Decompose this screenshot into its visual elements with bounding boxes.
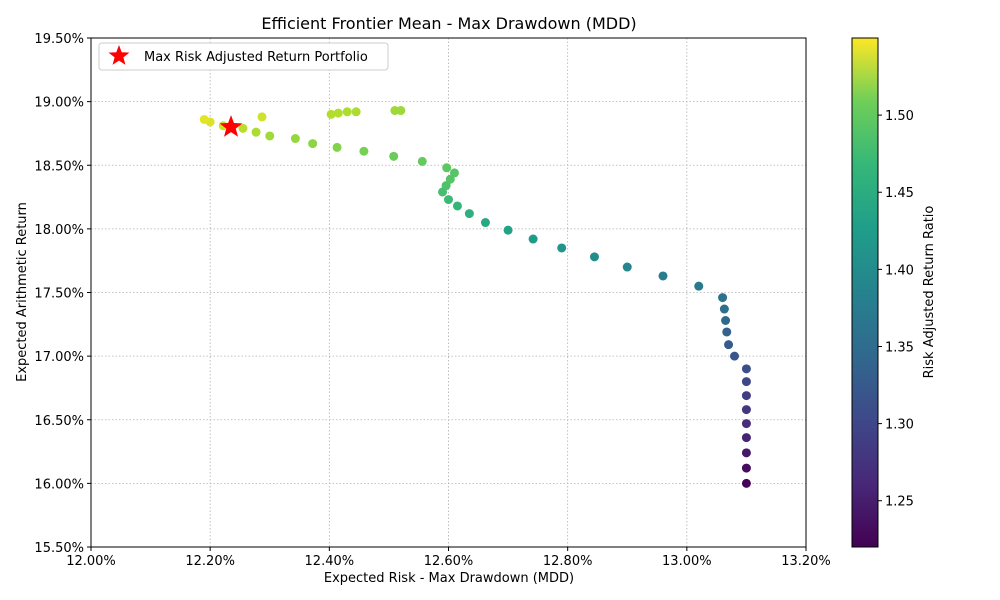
colorbar-ticks: 1.25 1.30 1.35 1.40 1.45 1.50 xyxy=(878,109,914,510)
scatter-point xyxy=(308,139,318,149)
scatter-point xyxy=(557,243,567,253)
colorbar-tick-label: 1.40 xyxy=(885,263,914,278)
scatter-point xyxy=(396,106,406,116)
scatter-point xyxy=(238,123,248,133)
y-tick-label: 16.50% xyxy=(34,414,84,429)
legend: Max Risk Adjusted Return Portfolio xyxy=(98,42,389,71)
x-axis-ticks: 12.00% 12.20% 12.40% 12.60% 12.80% 13.00% 13.2… xyxy=(66,547,831,569)
colorbar-tick-label: 1.45 xyxy=(885,186,914,201)
x-tick-label: 12.00% xyxy=(66,554,116,569)
scatter-point xyxy=(326,109,336,119)
scatter-point xyxy=(445,174,455,184)
x-tick-label: 12.60% xyxy=(424,554,474,569)
scatter-point xyxy=(589,252,599,262)
y-tick-label: 19.50% xyxy=(34,32,84,47)
x-tick-label: 12.40% xyxy=(305,554,355,569)
scatter-point xyxy=(694,281,704,291)
scatter-point xyxy=(332,142,342,152)
scatter-point xyxy=(721,315,731,325)
scatter-points xyxy=(199,106,751,488)
scatter-point xyxy=(503,225,513,235)
legend-star-icon xyxy=(108,45,130,65)
scatter-point xyxy=(265,131,275,141)
scatter-point xyxy=(452,201,462,211)
scatter-point xyxy=(622,262,632,272)
scatter-point xyxy=(718,293,728,303)
max-risk-adjusted-return-marker xyxy=(219,115,243,137)
y-tick-label: 17.50% xyxy=(34,287,84,302)
scatter-point xyxy=(444,195,453,205)
y-axis-label: Expected Arithmetic Return xyxy=(15,202,30,382)
scatter-point xyxy=(730,351,739,361)
colorbar-label: Risk Adjusted Return Ratio xyxy=(922,206,937,379)
colorbar-tick-label: 1.30 xyxy=(885,418,914,433)
colorbar: 1.25 1.30 1.35 1.40 1.45 1.50 Risk Adjusted R… xyxy=(851,37,937,548)
x-tick-label: 12.20% xyxy=(185,554,235,569)
colorbar-gradient xyxy=(851,37,879,548)
scatter-point xyxy=(199,114,209,124)
scatter-point xyxy=(449,168,459,178)
scatter-point xyxy=(441,181,451,191)
x-tick-label: 12.80% xyxy=(543,554,593,569)
scatter-point xyxy=(741,419,751,429)
x-tick-label: 13.00% xyxy=(662,554,712,569)
x-axis-label: Expected Risk - Max Drawdown (MDD) xyxy=(324,571,574,586)
scatter-point xyxy=(741,391,751,401)
scatter-point xyxy=(333,108,343,118)
scatter-point xyxy=(351,107,361,117)
scatter-point xyxy=(719,304,729,314)
y-tick-label: 17.00% xyxy=(34,350,84,365)
y-tick-label: 19.00% xyxy=(34,96,84,111)
chart-title: Efficient Frontier Mean - Max Drawdown (… xyxy=(261,14,636,33)
legend-label: Max Risk Adjusted Return Portfolio xyxy=(144,50,368,65)
scatter-point xyxy=(722,327,732,337)
scatter-point xyxy=(359,146,369,156)
scatter-point xyxy=(389,151,399,161)
colorbar-tick-label: 1.50 xyxy=(885,109,914,124)
y-tick-label: 15.50% xyxy=(34,541,84,556)
scatter-point xyxy=(464,209,474,219)
scatter-point xyxy=(741,364,751,374)
grid-lines xyxy=(90,37,807,548)
scatter-point xyxy=(741,448,751,458)
y-tick-label: 18.50% xyxy=(34,159,84,174)
legend-box xyxy=(98,42,389,71)
scatter-point xyxy=(290,134,300,144)
scatter-point xyxy=(741,405,751,415)
scatter-point xyxy=(741,463,751,473)
y-tick-label: 16.00% xyxy=(34,477,84,492)
scatter-point xyxy=(442,163,452,173)
scatter-point xyxy=(480,218,490,228)
x-tick-label: 13.20% xyxy=(781,554,831,569)
max-risk-adjusted-return-star xyxy=(219,115,243,137)
y-tick-label: 18.00% xyxy=(34,223,84,238)
scatter-point xyxy=(741,433,751,443)
scatter-point xyxy=(251,127,261,137)
colorbar-tick-label: 1.25 xyxy=(885,495,914,510)
scatter-point xyxy=(741,377,751,387)
scatter-point xyxy=(417,156,427,166)
scatter-point xyxy=(528,234,538,244)
scatter-point xyxy=(342,107,352,117)
y-axis-ticks: 15.50% 16.00% 16.50% 17.00% 17.50% 18.00% 18.5… xyxy=(34,32,91,556)
colorbar-tick-label: 1.35 xyxy=(885,340,914,355)
scatter-point xyxy=(658,271,668,281)
scatter-point xyxy=(741,478,751,488)
scatter-point xyxy=(257,112,267,122)
scatter-point xyxy=(724,340,734,350)
